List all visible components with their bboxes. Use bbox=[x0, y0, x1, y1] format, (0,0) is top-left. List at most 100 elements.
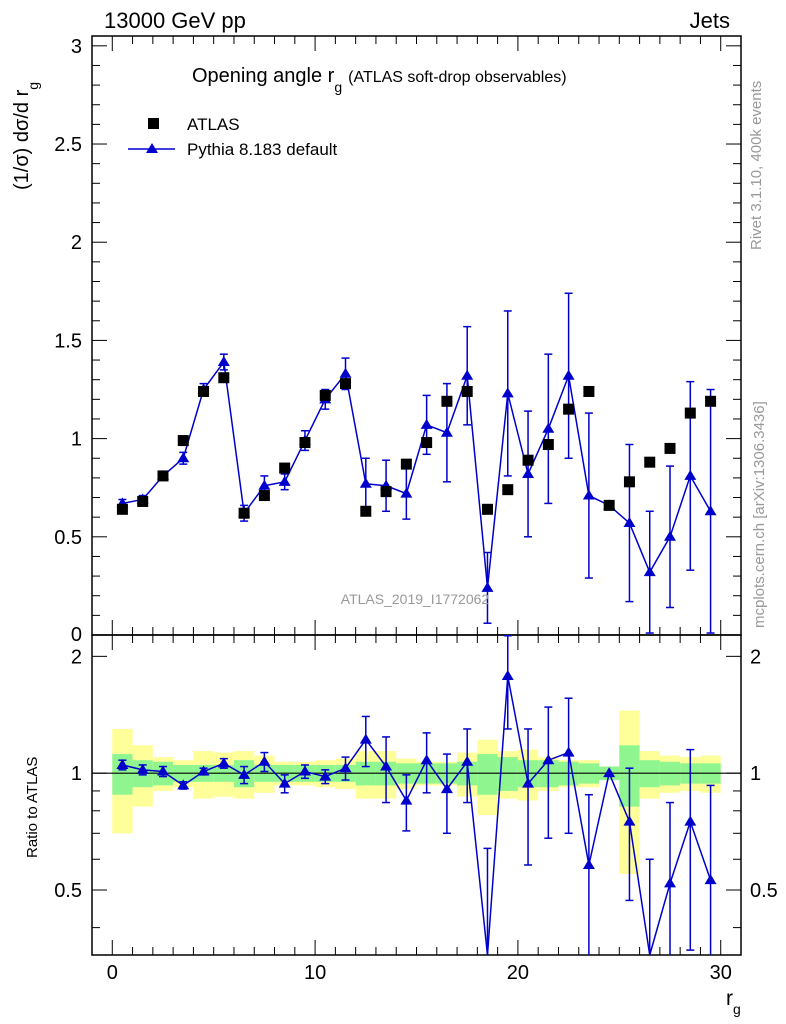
mc-point bbox=[420, 418, 433, 429]
x-axis-label-main: r bbox=[726, 987, 733, 1010]
mc-point bbox=[258, 479, 271, 490]
ratio-point bbox=[704, 874, 717, 885]
legend-atlas-marker bbox=[148, 118, 159, 129]
ratio-point bbox=[298, 765, 311, 776]
data-point bbox=[299, 437, 311, 449]
data-point bbox=[116, 503, 128, 515]
ratio-point bbox=[603, 767, 616, 778]
legend-mc-label: Pythia 8.183 default bbox=[187, 140, 338, 159]
mc-line bbox=[122, 360, 712, 588]
ratio-point bbox=[380, 760, 393, 771]
mc-point bbox=[623, 517, 636, 528]
ratio-point bbox=[542, 754, 555, 765]
data-point bbox=[238, 507, 250, 519]
x-tick-label: 0 bbox=[107, 962, 118, 984]
ratio-point bbox=[664, 877, 677, 888]
mc-point bbox=[704, 505, 717, 516]
y-tick-label: 0 bbox=[71, 624, 82, 646]
data-point bbox=[279, 462, 291, 474]
y-tick-label: 2 bbox=[71, 232, 82, 254]
x-axis-label-sub: g bbox=[733, 1001, 741, 1017]
data-point bbox=[157, 470, 169, 482]
ratio-point bbox=[582, 858, 595, 869]
y-tick-label: 3 bbox=[71, 36, 82, 58]
plot-frames bbox=[91, 35, 742, 956]
ratio-point bbox=[136, 763, 149, 774]
mc-point bbox=[359, 477, 372, 488]
data-point bbox=[705, 395, 717, 407]
data-point bbox=[542, 438, 554, 450]
x-axis-label: rg bbox=[726, 987, 741, 1017]
data-point bbox=[441, 395, 453, 407]
ratio-tick-label-left: 2 bbox=[71, 646, 82, 668]
mc-point bbox=[400, 487, 413, 498]
mc-point bbox=[684, 469, 697, 480]
y-tick-label: 0.5 bbox=[54, 527, 82, 549]
data-point bbox=[319, 389, 331, 401]
ratio-point bbox=[400, 794, 413, 805]
data-point bbox=[218, 372, 230, 384]
data-point bbox=[623, 476, 635, 488]
ratio-tick-label-right: 2 bbox=[750, 646, 761, 668]
data-point bbox=[198, 385, 210, 397]
data-point bbox=[258, 490, 270, 502]
data-point bbox=[177, 435, 189, 447]
ratio-tick-label-left: 0.5 bbox=[54, 880, 82, 902]
y-tick-label: 2.5 bbox=[54, 134, 82, 156]
y-axis-label-main: (1/σ) dσ/d r bbox=[11, 89, 33, 190]
ratio-point bbox=[420, 754, 433, 765]
mc-point bbox=[217, 356, 230, 367]
ratio-point bbox=[562, 746, 575, 757]
x-tick-label: 30 bbox=[710, 962, 732, 984]
ratio-point bbox=[319, 770, 332, 781]
data-point bbox=[461, 385, 473, 397]
ratio-axis-label: Ratio to ATLAS bbox=[24, 757, 41, 858]
ratio-point bbox=[623, 815, 636, 826]
data-point bbox=[522, 454, 534, 466]
mc-point bbox=[643, 566, 656, 577]
mc-point bbox=[339, 367, 352, 378]
data-point bbox=[583, 385, 595, 397]
ratio-tick-label-right: 0.5 bbox=[750, 880, 778, 902]
data-point bbox=[563, 403, 575, 415]
data-point bbox=[137, 495, 149, 507]
mc-point bbox=[522, 467, 535, 478]
data-point bbox=[684, 407, 696, 419]
y-tick-label: 1.5 bbox=[54, 330, 82, 352]
ratio-point bbox=[684, 815, 697, 826]
band-inner bbox=[112, 754, 133, 795]
data-point bbox=[400, 458, 412, 470]
rivet-info: Rivet 3.1.10, 400k events bbox=[748, 81, 765, 250]
legend-atlas-label: ATLAS bbox=[187, 115, 240, 134]
legend-mc-marker bbox=[146, 143, 158, 153]
data-point bbox=[603, 499, 615, 511]
ratio-point bbox=[116, 758, 129, 769]
mc-point bbox=[177, 452, 190, 463]
data-point bbox=[340, 378, 352, 390]
ratio-point bbox=[238, 768, 251, 779]
mc-point bbox=[481, 581, 494, 592]
ratio-point bbox=[501, 669, 514, 680]
ratio-point bbox=[197, 765, 210, 776]
mcplots-info: mcplots.cern.ch [arXiv:1306.3436] bbox=[751, 401, 768, 628]
y-axis-label: (1/σ) dσ/d rg bbox=[11, 82, 41, 190]
mc-point bbox=[278, 475, 291, 486]
chart-title-rest: (ATLAS soft-drop observables) bbox=[348, 69, 566, 86]
ratio-point bbox=[339, 762, 352, 773]
data-point bbox=[644, 456, 656, 468]
marks bbox=[116, 292, 717, 955]
ratio-point bbox=[156, 765, 169, 776]
header-collision: 13000 GeV pp bbox=[104, 8, 246, 33]
data-point bbox=[360, 505, 372, 517]
chart-title: Opening angle rg (ATLAS soft-drop observa… bbox=[192, 65, 567, 95]
y-tick-label: 1 bbox=[71, 429, 82, 451]
band-inner bbox=[477, 754, 498, 795]
ratio-point bbox=[359, 733, 372, 744]
ratio-point bbox=[522, 777, 535, 788]
mc-point bbox=[501, 387, 514, 398]
mc-point bbox=[562, 369, 575, 380]
ratio-point bbox=[177, 779, 190, 790]
mc-point bbox=[461, 369, 474, 380]
